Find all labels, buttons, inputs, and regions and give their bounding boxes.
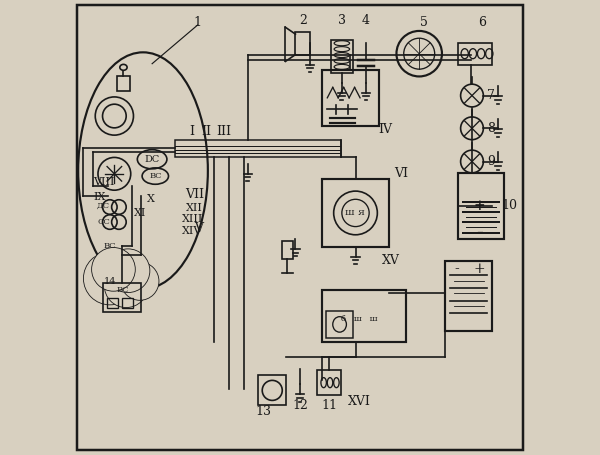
Text: 2: 2 [299,14,307,27]
Bar [175,140,341,157]
Text: XIV: XIV [182,226,202,236]
Text: XII: XII [186,203,203,213]
Bar [122,298,133,308]
Bar [322,290,406,342]
Circle shape [121,262,159,300]
Text: IX: IX [94,192,106,202]
Bar [458,43,493,65]
Bar [458,173,504,239]
Text: 1: 1 [194,16,202,29]
Text: +: + [474,263,485,276]
Text: 5: 5 [420,16,428,29]
Text: XV: XV [382,254,400,267]
Text: XVI: XVI [348,395,371,408]
Text: 8: 8 [487,122,495,135]
Circle shape [83,252,136,305]
Text: 7: 7 [487,89,495,102]
Text: 14: 14 [104,277,116,286]
Bar [326,311,353,338]
Bar [322,70,379,126]
Bar [331,40,353,73]
Text: 10: 10 [502,199,517,212]
Text: ВС: ВС [149,172,161,180]
Text: СС: СС [97,217,110,226]
Text: ВС: ВС [104,242,116,250]
Bar [295,32,310,55]
Bar [282,241,293,259]
Circle shape [106,249,150,293]
Text: VII: VII [185,188,204,201]
Bar [103,283,141,312]
Text: VI: VI [394,167,408,180]
Bar [107,298,118,308]
Text: X: X [147,194,155,204]
Text: XIII: XIII [182,214,204,224]
Bar [445,261,493,331]
Text: +: + [474,199,485,212]
Text: -: - [455,263,460,276]
Text: 3: 3 [338,14,346,27]
Text: 11: 11 [321,399,337,412]
Text: II: II [202,125,212,137]
Bar [258,375,286,405]
Text: 13: 13 [256,405,272,418]
Text: б   ш   ш: б ш ш [341,315,377,324]
Circle shape [92,248,135,291]
Text: III: III [216,125,231,137]
Text: ДС: ДС [97,202,110,210]
Text: 6: 6 [478,16,486,29]
Text: XI: XI [134,208,146,218]
Text: IV: IV [379,123,392,136]
Text: 9: 9 [487,155,495,168]
Text: 4: 4 [362,14,370,27]
Bar [317,370,341,395]
Bar [117,76,130,91]
Text: DC: DC [145,155,160,164]
Text: VIII: VIII [92,177,114,187]
Circle shape [104,264,148,308]
Text: -: - [476,223,483,241]
Text: V: V [194,222,203,235]
Text: Ш: Ш [344,209,354,217]
Text: 12: 12 [292,399,308,412]
Text: ВС: ВС [116,286,129,294]
Text: I: I [189,125,194,137]
Bar [322,179,389,247]
Text: Я: Я [358,209,365,217]
